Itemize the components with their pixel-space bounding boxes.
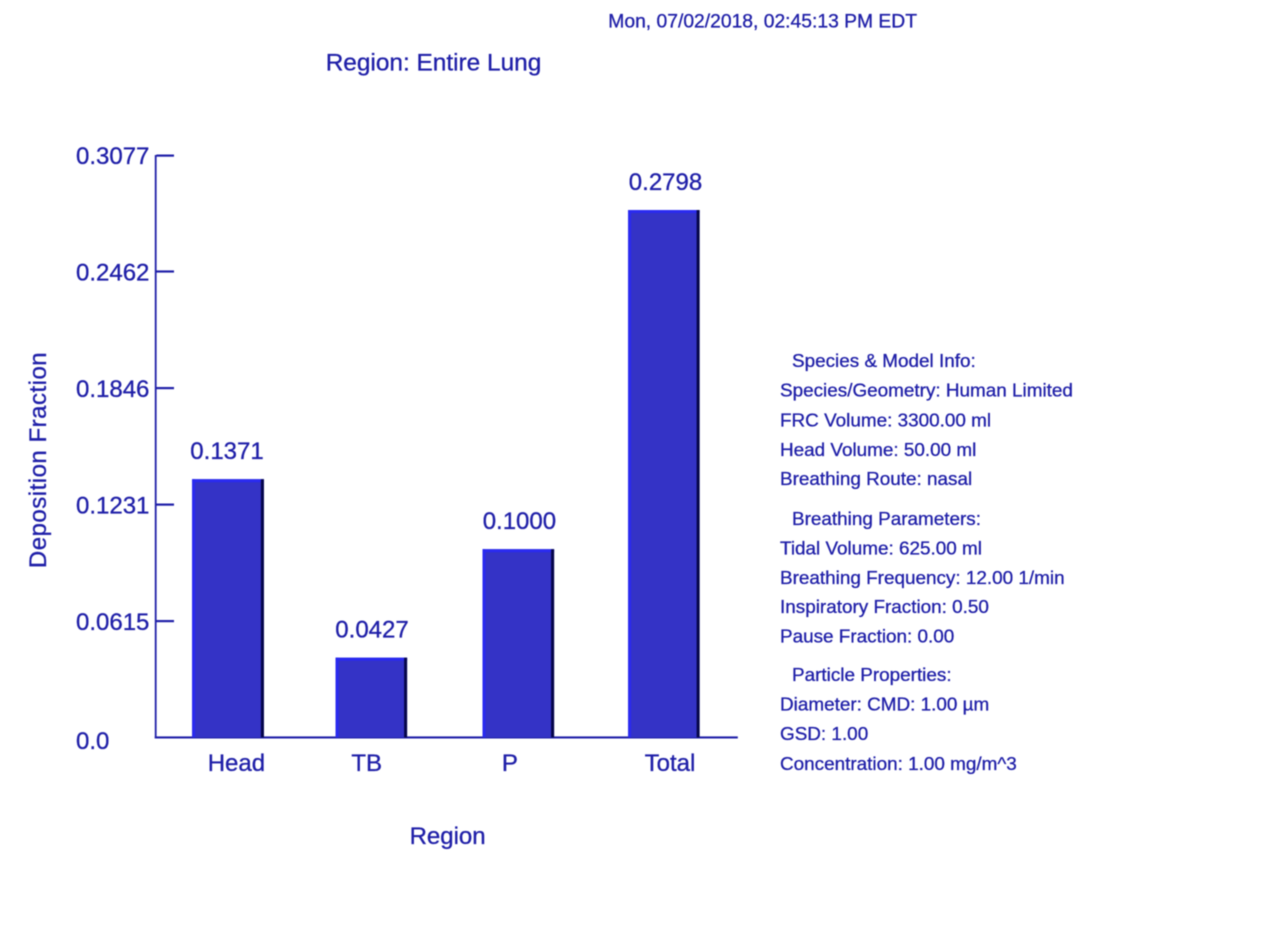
svg-text:Total: Total <box>645 750 696 777</box>
svg-text:0.0: 0.0 <box>76 728 109 755</box>
svg-text:0.2462: 0.2462 <box>76 260 149 287</box>
svg-text:P: P <box>502 750 518 777</box>
svg-text:Breathing Parameters:: Breathing Parameters: <box>792 509 981 530</box>
svg-text:Region: Region <box>410 823 486 850</box>
svg-text:FRC Volume: 3300.00 ml: FRC Volume: 3300.00 ml <box>780 410 991 431</box>
svg-text:Inspiratory Fraction: 0.50: Inspiratory Fraction: 0.50 <box>780 597 989 618</box>
svg-text:TB: TB <box>351 750 382 777</box>
svg-text:Head Volume: 50.00 ml: Head Volume: 50.00 ml <box>780 440 976 461</box>
svg-text:0.1000: 0.1000 <box>483 508 556 535</box>
svg-text:Concentration: 1.00 mg/m^3: Concentration: 1.00 mg/m^3 <box>780 754 1017 775</box>
svg-text:Breathing Route: nasal: Breathing Route: nasal <box>780 469 972 490</box>
svg-text:0.0427: 0.0427 <box>335 617 408 644</box>
svg-text:Deposition Fraction: Deposition Fraction <box>25 352 52 568</box>
svg-text:Pause Fraction: 0.00: Pause Fraction: 0.00 <box>780 627 954 648</box>
svg-text:Region: Entire Lung: Region: Entire Lung <box>326 49 542 76</box>
svg-text:Diameter: CMD: 1.00 µm: Diameter: CMD: 1.00 µm <box>780 694 989 715</box>
svg-text:Tidal Volume: 625.00 ml: Tidal Volume: 625.00 ml <box>780 539 982 560</box>
svg-text:GSD: 1.00: GSD: 1.00 <box>780 724 868 745</box>
svg-text:Species/Geometry: Human Limite: Species/Geometry: Human Limited <box>780 381 1073 402</box>
svg-text:0.1846: 0.1846 <box>76 376 149 403</box>
svg-text:0.1371: 0.1371 <box>190 438 263 465</box>
svg-text:0.0615: 0.0615 <box>76 609 149 636</box>
svg-text:Breathing Frequency: 12.00 1/m: Breathing Frequency: 12.00 1/min <box>780 568 1065 589</box>
svg-text:Head: Head <box>208 750 265 777</box>
svg-text:Particle Properties:: Particle Properties: <box>792 665 952 686</box>
svg-text:0.3077: 0.3077 <box>76 143 149 170</box>
svg-text:Species & Model Info:: Species & Model Info: <box>792 351 976 372</box>
svg-text:0.1231: 0.1231 <box>76 493 149 520</box>
svg-text:0.2798: 0.2798 <box>629 169 702 196</box>
svg-text:Mon, 07/02/2018, 02:45:13 PM E: Mon, 07/02/2018, 02:45:13 PM EDT <box>608 12 917 33</box>
